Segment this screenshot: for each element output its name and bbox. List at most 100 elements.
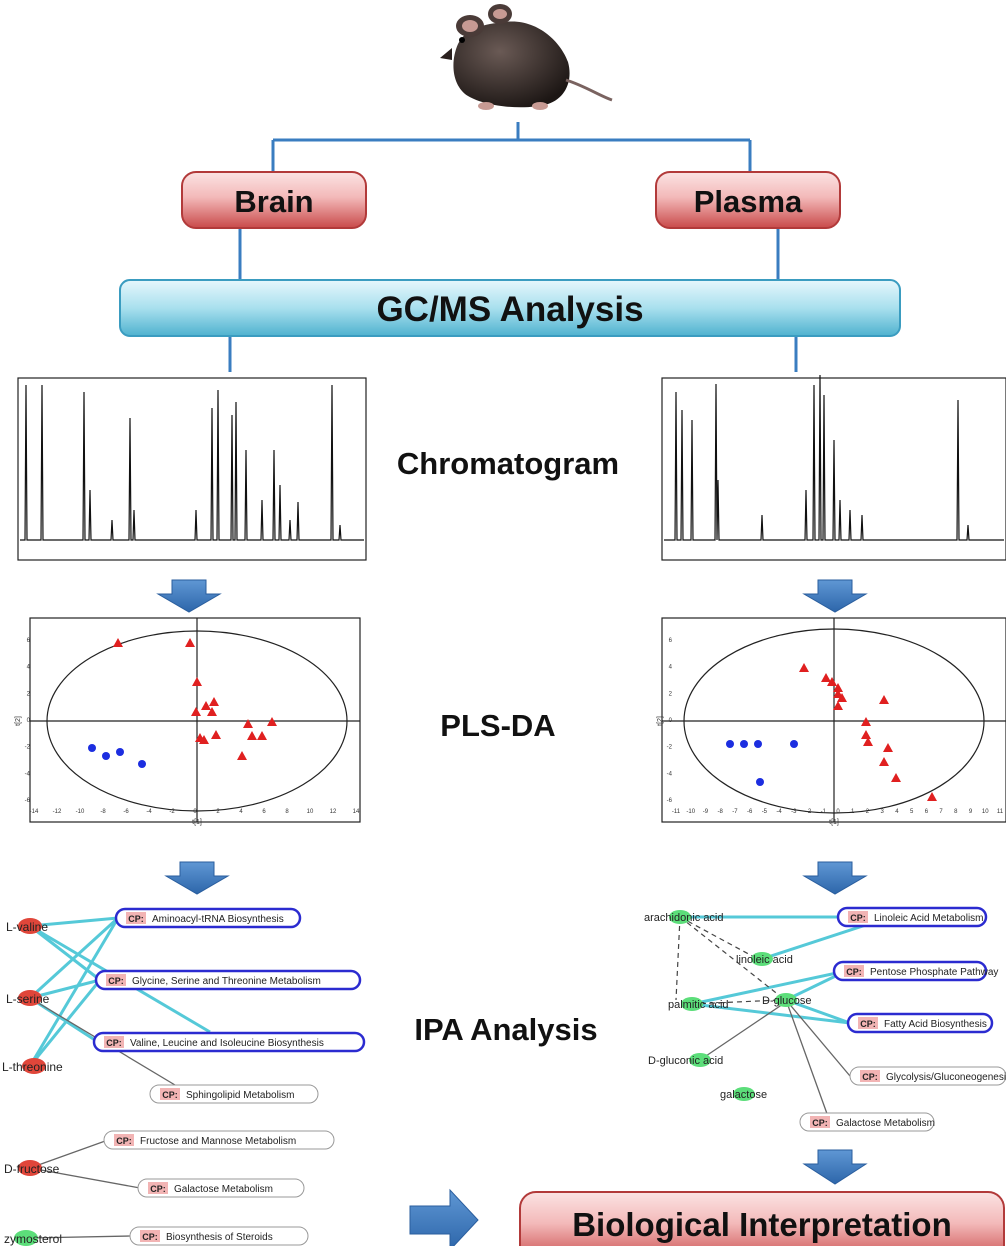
red-triangle-marker [827,677,837,686]
pathway-name: Linoleic Acid Metabolism [874,913,984,924]
bio-interpretation-box: Biological Interpretation [519,1191,1005,1246]
red-triangle-marker [879,757,889,766]
x-tick-label: -3 [791,809,797,815]
x-tick-label: 5 [910,809,914,815]
y-tick-label: 4 [27,665,31,671]
ipa-label: IPA Analysis [414,1012,597,1047]
pathway-name: Valine, Leucine and Isoleucine Biosynthe… [130,1038,324,1049]
pathway-name: Glycolysis/Gluconeogenesis [886,1072,1006,1083]
x-tick-label: 9 [969,809,973,815]
chromatogram-label: Chromatogram [397,446,619,481]
blue-circle-marker [102,752,110,760]
cp-tag: CP: [128,914,144,924]
arrow-down-right-3 [802,1149,868,1185]
x-tick-label: -12 [53,809,62,815]
red-triangle-marker [237,751,247,760]
left-pls-plot: -14 -12 -10 -8 -6 -4 -2 0 2 4 6 8 10 12 14 6 4 2 0 -2 -4 -6 t[… [15,617,361,826]
arrow-down-left-2 [164,861,230,895]
red-triangle-marker [833,683,843,692]
svg-text:L-threonine: L-threonine [2,1060,63,1074]
x-tick-label: 2 [216,809,220,815]
red-triangle-marker [891,773,901,782]
arrow-right [409,1188,479,1246]
red-triangle-marker [821,673,831,682]
pathway-name: Galactose Metabolism [174,1184,273,1195]
left_ipa-pathway-5: CP: Galactose Metabolism [137,1178,305,1198]
red-triangle-marker [192,677,202,686]
red-triangle-marker [201,701,211,710]
x-axis-label: t[1] [829,819,839,826]
x-tick-label: -4 [146,809,152,815]
right_ipa-pathway-3: CP: Glycolysis/Gluconeogenesis [849,1066,1006,1086]
x-tick-label: -6 [123,809,129,815]
red-triangle-marker [879,695,889,704]
y-tick-label: -6 [667,798,673,804]
red-triangle-marker [247,731,257,740]
svg-text:D-gluconic acid: D-gluconic acid [648,1055,723,1067]
x-tick-label: -14 [30,809,39,815]
x-tick-label: -4 [776,809,782,815]
red-triangle-marker [207,707,217,716]
x-tick-label: 6 [925,809,929,815]
x-tick-label: 11 [997,809,1004,815]
x-tick-label: 1 [851,809,855,815]
mouse-image [440,4,613,110]
blue-circle-marker [740,740,748,748]
left_ipa-pathway-4: CP: Fructose and Mannose Metabolism [103,1130,335,1150]
svg-text:linoleic acid: linoleic acid [736,954,793,966]
x-tick-label: 6 [262,809,266,815]
red-triangle-marker [191,707,201,716]
right-chromatogram [661,374,1006,561]
red-triangle-marker [833,689,843,698]
plasma-box: Plasma [655,171,841,229]
cp-tag: CP: [862,1072,878,1082]
y-axis-label: t[2] [657,716,664,726]
y-tick-label: -4 [25,771,31,777]
right-ipa-network: arachidonic acid linoleic acid palmitic … [644,906,1006,1132]
y-tick-label: 0 [669,718,673,724]
red-triangle-marker [861,717,871,726]
red-triangle-marker [243,719,253,728]
x-tick-label: -10 [76,809,85,815]
x-tick-label: 8 [285,809,289,815]
left_ipa-pathway-2: CP: Valine, Leucine and Isoleucine Biosyn… [92,1031,366,1053]
x-tick-label: 8 [954,809,958,815]
right-ipa-node-3: D-glucose [762,993,812,1007]
x-tick-label: -2 [806,809,812,815]
x-tick-label: 3 [881,809,885,815]
gcms-box: GC/MS Analysis [119,279,901,337]
cp-tag: CP: [812,1118,828,1128]
red-triangle-marker [257,731,267,740]
pathway-name: Aminoacyl-tRNA Biosynthesis [152,914,284,925]
left-ipa-node-4: zymosterol [4,1230,62,1246]
y-tick-label: 6 [27,638,31,644]
x-tick-label: 0 [193,809,197,815]
y-axis-label: t[2] [15,716,22,726]
right_ipa-pathway-4: CP: Galactose Metabolism [799,1112,935,1132]
svg-text:zymosterol: zymosterol [4,1232,62,1246]
red-triangle-marker [209,697,219,706]
red-triangle-marker [199,735,209,744]
red-triangle-marker [863,737,873,746]
right_ipa-pathway-0: CP: Linoleic Acid Metabolism [836,906,988,928]
x-tick-label: -6 [747,809,753,815]
left_ipa-pathway-1: CP: Glycine, Serine and Threonine Metabol… [94,969,362,991]
right-pls-plot: -11 -10 -9 -8 -7 -6 -5 -4 -3 -2 -1 0 1 2 3 4 5 6 7 8 9 10 1164… [657,617,1006,826]
red-triangle-marker [185,638,195,647]
arrow-down-left-1 [156,579,222,613]
left-ipa-node-0: L-valine [6,918,48,934]
right-ipa-node-1: linoleic acid [736,952,793,966]
cp-tag: CP: [860,1019,876,1029]
svg-text:D-fructose: D-fructose [4,1162,60,1176]
x-tick-label: -2 [169,809,175,815]
gcms-label: GC/MS Analysis [376,290,643,329]
red-triangle-marker [861,730,871,739]
pathway-name: Fructose and Mannose Metabolism [140,1136,296,1147]
right_ipa-pathway-2: CP: Fatty Acid Biosynthesis [846,1012,994,1034]
blue-circle-marker [756,778,764,786]
cp-tag: CP: [150,1184,166,1194]
x-tick-label: -1 [821,809,827,815]
brain-label: Brain [234,184,313,219]
svg-text:arachidonic acid: arachidonic acid [644,912,724,924]
x-tick-label: 10 [307,809,314,815]
